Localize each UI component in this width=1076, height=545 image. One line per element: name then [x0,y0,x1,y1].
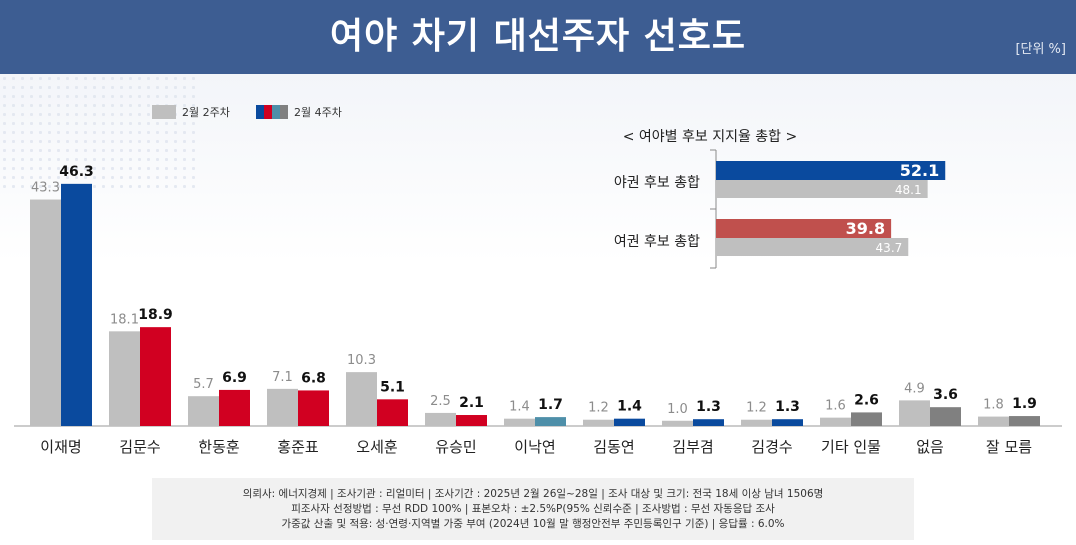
legend-curr: 2월 4주차 [256,104,342,120]
category-label-12: 잘 모름 [986,438,1032,456]
label-prev-3: 7.1 [272,370,293,385]
label-curr-10: 2.6 [854,392,879,408]
category-label-7: 김동연 [593,438,634,456]
header-bar: 여야 차기 대선주자 선호도 [단위 %] [0,0,1076,74]
bar-curr-7 [614,418,645,426]
category-label-1: 김문수 [119,438,160,456]
bar-curr-10 [851,412,882,426]
legend-curr-label: 2월 4주차 [294,106,342,119]
bar-prev-12 [978,416,1009,426]
bar-chart: 43.346.3 이재명 18.1 18.9 김문수 5.7 6.9 한동훈 7.1 6.8 홍준표… [14,164,1062,456]
label-prev-0: 43.3 [31,181,60,196]
bar-curr-11 [930,407,961,426]
bar-prev-7 [583,419,614,426]
label-curr-8: 1.3 [696,399,721,415]
label-curr-9: 1.3 [775,399,800,415]
decorative-dots [0,74,200,194]
bar-prev-2 [188,396,219,426]
bar-curr-6 [535,417,566,426]
bar-curr-12 [1009,416,1040,426]
category-label-2: 한동훈 [198,438,239,456]
legend-prev-swatch [152,105,176,119]
label-prev-6: 1.4 [509,400,530,415]
label-prev-4: 10.3 [347,353,376,368]
bar-prev-4 [346,372,377,426]
footnote-line-3: 가중값 산출 및 적용: 성·연령·지역별 가중 부여 (2024년 10월 말… [281,518,785,530]
label-prev-12: 1.8 [983,398,1004,413]
inset-title: < 여야별 후보 지지율 총합 > [622,129,798,145]
bar-curr-5 [456,415,487,426]
footnote-line-1: 의뢰사: 에너지경제 | 조사기관 : 리얼미터 | 조사기간 : 2025년 … [242,488,824,500]
legend-prev: 2월 2주차 [152,104,230,120]
label-prev-5: 2.5 [430,394,451,409]
label-prev-2: 5.7 [193,377,214,392]
bar-prev-5 [425,412,456,426]
bar-curr-4 [377,399,408,426]
category-label-11: 없음 [916,438,944,456]
bar-prev-10 [820,417,851,426]
label-prev-11: 4.9 [904,381,925,396]
bar-curr-1 [140,327,171,426]
category-label-5: 유승민 [435,438,476,456]
label-curr-0: 46.3 [59,164,94,180]
label-curr-2: 6.9 [222,370,247,386]
label-prev-9: 1.2 [746,401,767,416]
category-label-9: 김경수 [751,438,792,456]
label-prev-10: 1.6 [825,399,846,414]
bar-curr-8 [693,419,724,426]
label-curr-12: 1.9 [1012,396,1037,412]
label-curr-4: 5.1 [380,379,405,395]
category-label-10: 기타 인물 [821,438,881,456]
label-curr-5: 2.1 [459,395,484,411]
label-prev-8: 1.0 [667,402,688,417]
footnote-line-2: 피조사자 선정방법 : 무선 RDD 100% | 표본오차 : ±2.5%P(… [291,503,775,515]
bar-curr-0 [61,183,92,426]
category-label-3: 홍준표 [277,438,319,456]
bar-prev-0 [30,199,61,426]
category-label-6: 이낙연 [514,438,555,456]
category-label-4: 오세훈 [356,438,397,456]
label-curr-11: 3.6 [933,387,958,403]
label-curr-1: 18.9 [138,307,173,323]
bar-prev-11 [899,400,930,426]
bar-prev-1 [109,331,140,426]
bar-prev-8 [662,420,693,426]
legend-curr-swatch [256,105,288,119]
label-curr-3: 6.8 [301,370,326,386]
label-prev-7: 1.2 [588,401,609,416]
footnote-box: 의뢰사: 에너지경제 | 조사기관 : 리얼미터 | 조사기간 : 2025년 … [152,478,914,540]
inset-label-ruling: 여권 후보 총합 [613,234,700,250]
inset-label-opposition: 야권 후보 총합 [613,175,700,191]
category-label-8: 김부겸 [672,438,713,456]
bar-curr-3 [298,390,329,426]
label-curr-7: 1.4 [617,399,642,415]
legend-prev-label: 2월 2주차 [182,106,230,119]
page-title: 여야 차기 대선주자 선호도 [330,16,746,57]
label-curr-6: 1.7 [538,397,563,413]
bar-prev-9 [741,419,772,426]
category-label-0: 이재명 [40,438,81,456]
bar-prev-3 [267,388,298,426]
label-prev-1: 18.1 [110,312,139,327]
unit-label: [단위 %] [1015,42,1066,57]
bar-curr-2 [219,389,250,426]
bar-curr-9 [772,419,803,426]
bar-prev-6 [504,418,535,426]
